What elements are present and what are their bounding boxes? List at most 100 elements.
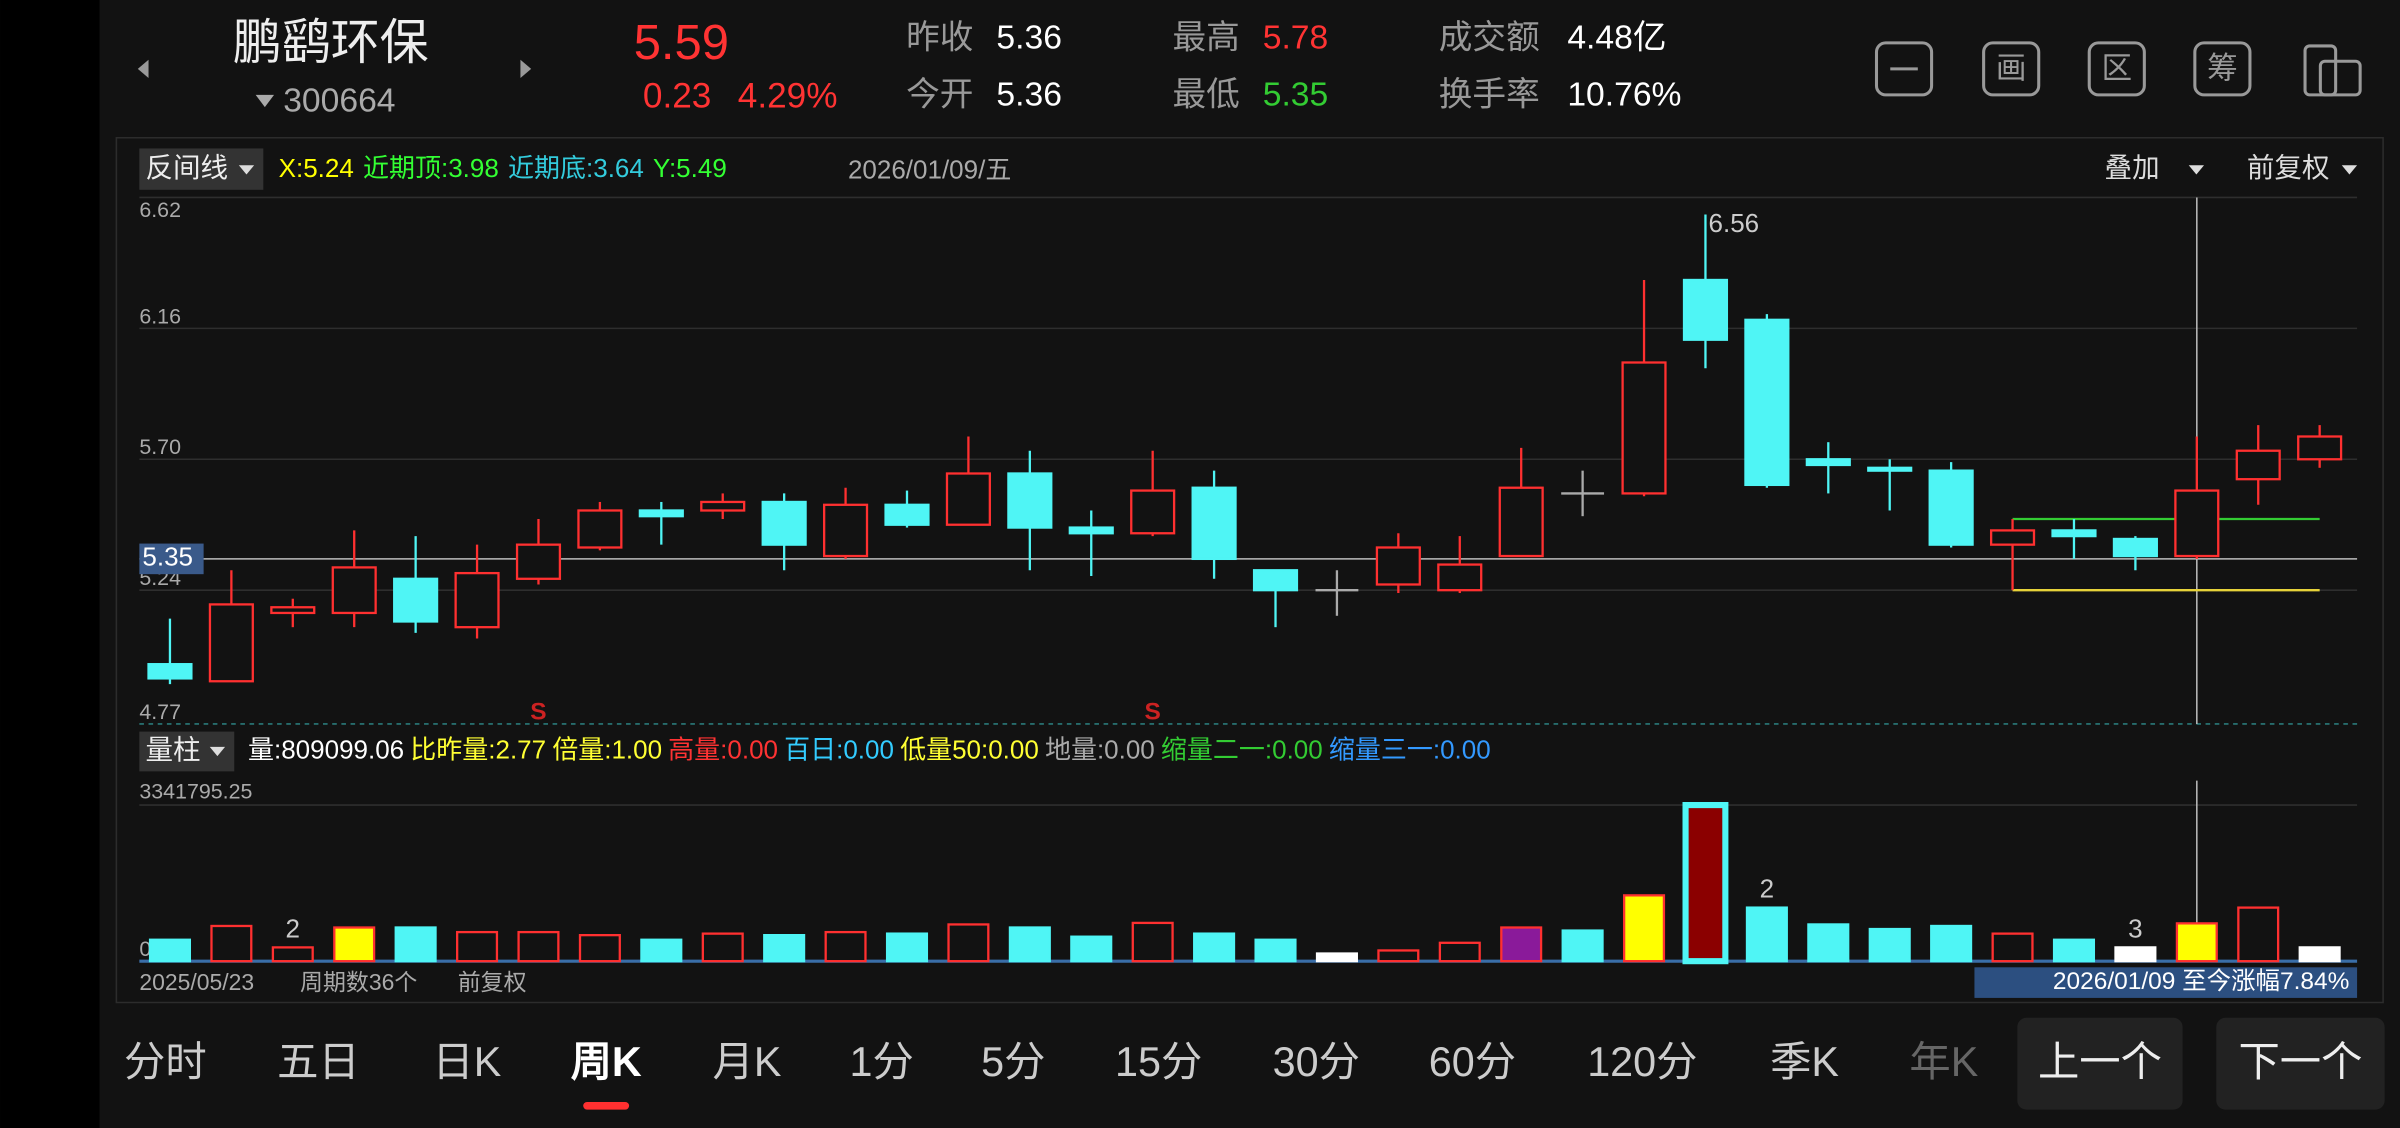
candle-body	[1928, 469, 1974, 546]
candle-body	[331, 566, 377, 615]
toolbar: 画区筹	[1874, 41, 2362, 97]
tool-button[interactable]	[2193, 41, 2252, 97]
tab[interactable]: 五日	[277, 1039, 360, 1085]
volume-bar	[1254, 938, 1297, 963]
volume-bar	[1438, 941, 1481, 963]
candle-body	[945, 472, 991, 526]
candle-body	[1498, 486, 1544, 558]
stat-label: 最低	[1172, 76, 1239, 113]
prev-arrow[interactable]	[137, 59, 149, 79]
stat-label: 成交额	[1439, 19, 1540, 57]
dropdown-icon	[2188, 165, 2205, 175]
range-label: 2026/01/09 至今涨幅7.84%	[2053, 967, 2350, 995]
tab[interactable]: 60分	[1429, 1039, 1516, 1085]
y-tick-label: 6.62	[139, 198, 181, 222]
volume-annotation: 2	[1760, 874, 1774, 904]
volume-bar	[1807, 923, 1850, 963]
volume-bar	[1991, 932, 2034, 963]
volume-bar	[1500, 926, 1543, 963]
adjust-mode: 前复权	[458, 969, 527, 995]
stat-value: 5.35	[1263, 76, 1329, 113]
stat-value: 5.36	[996, 76, 1062, 113]
tab[interactable]: 5分	[981, 1039, 1045, 1085]
tab[interactable]: 分时	[124, 1039, 207, 1085]
volume-bar	[701, 932, 744, 963]
tab[interactable]: 15分	[1115, 1039, 1202, 1085]
tool-button[interactable]	[2087, 41, 2146, 97]
candle-body	[2112, 537, 2158, 558]
stat-value: 10.76%	[1567, 76, 1681, 113]
stat-label: 昨收	[906, 19, 973, 57]
phone-icon[interactable]	[2303, 44, 2338, 97]
y-tick-label: 4.77	[139, 700, 181, 724]
candle-body	[1437, 563, 1483, 592]
volume-bar	[2237, 906, 2280, 963]
candle-body	[700, 500, 746, 512]
stat-label: 换手率	[1439, 75, 1540, 113]
chart-panel	[115, 136, 2384, 1004]
code-dropdown[interactable]	[255, 94, 275, 108]
indicator-name: 反间线	[145, 152, 228, 183]
legend-label: X:	[279, 153, 304, 183]
candle-body	[884, 503, 930, 526]
tab[interactable]: 30分	[1273, 1039, 1360, 1085]
legend-value: 5.24	[303, 153, 354, 183]
next-arrow[interactable]	[520, 59, 532, 79]
volume-bar	[1315, 952, 1358, 963]
tab[interactable]: 季K	[1770, 1039, 1839, 1085]
legend-item: 倍量:1.00	[552, 734, 662, 764]
range-box	[1974, 967, 2358, 998]
volume-bar	[640, 938, 683, 963]
candle-body	[1621, 361, 1667, 495]
volume-bar	[1193, 932, 1236, 963]
tab[interactable]: 年K	[1909, 1039, 1978, 1085]
next-button[interactable]	[2216, 1017, 2385, 1110]
stat-value: 5.78	[1263, 20, 1329, 57]
candle-body	[2235, 449, 2281, 481]
prev-button[interactable]	[2017, 1017, 2183, 1110]
volume-bar	[1008, 926, 1051, 963]
tab[interactable]: 周K	[571, 1039, 642, 1085]
volume-bar	[1745, 906, 1788, 963]
tool-label: 筹	[2207, 51, 2238, 85]
prev-label: 上一个	[2038, 1039, 2162, 1085]
volume-bar	[517, 930, 560, 963]
plot: 6.626.165.705.244.770.003341795.255.35SS…	[139, 196, 2358, 965]
tool-button[interactable]	[1874, 41, 1934, 97]
signal: S	[530, 699, 546, 726]
candle-body	[1191, 486, 1237, 561]
candle-body	[1989, 529, 2036, 546]
tab[interactable]: 1分	[850, 1039, 914, 1085]
candle-body	[1682, 278, 1729, 341]
stat-label: 今开	[906, 75, 973, 113]
candle-body	[1375, 546, 1421, 586]
legend-item: 高量:0.00	[668, 734, 778, 764]
signal: S	[1145, 699, 1161, 726]
legend-item: 缩量三一:0.00	[1329, 734, 1491, 764]
dropdown-icon	[238, 165, 255, 175]
tab[interactable]: 日K	[432, 1039, 501, 1085]
volume-bar	[2175, 922, 2218, 963]
change: 0.23	[643, 76, 712, 115]
candle-body	[2174, 489, 2220, 558]
tab-underline	[583, 1101, 630, 1110]
tool-button[interactable]	[1982, 41, 2041, 97]
volume-bar	[1868, 927, 1911, 963]
tab[interactable]: 120分	[1587, 1039, 1697, 1085]
price: 5.59	[634, 16, 729, 70]
tab[interactable]: 月K	[713, 1039, 782, 1085]
dropdown-icon	[2341, 165, 2358, 175]
period-count: 周期数36个	[300, 969, 417, 995]
volume-bar	[763, 934, 806, 963]
phone-icon-part	[2318, 59, 2362, 97]
adjust-button[interactable]: 前复权	[2247, 152, 2330, 183]
price-legend: X:5.24 近期顶:3.98 近期底:3.64 Y:5.49	[279, 153, 727, 183]
candle-body	[823, 503, 869, 558]
volume-bar	[885, 932, 929, 963]
candle-body	[761, 500, 807, 546]
overlay-button[interactable]: 叠加	[2105, 152, 2160, 183]
volume-bar	[824, 930, 867, 963]
stat-value: 4.48亿	[1567, 19, 1666, 57]
volume-bar	[1561, 929, 1604, 963]
